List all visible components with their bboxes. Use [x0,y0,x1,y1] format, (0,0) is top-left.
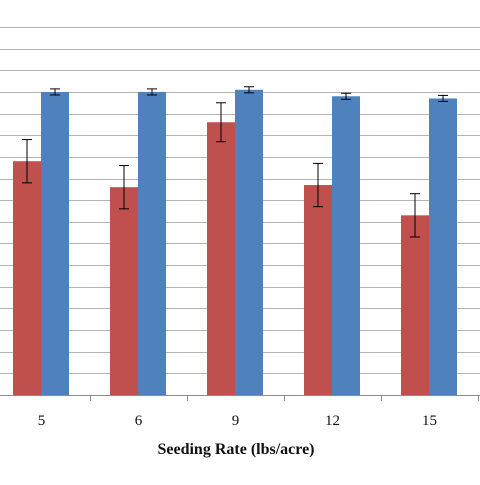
error-bar-series2-6 [147,88,157,96]
error-bar-series2-9 [244,86,254,94]
x-axis-title: Seeding Rate (lbs/acre) [157,441,314,458]
error-bar-series1-9 [216,102,226,143]
x-tick-label-5: 5 [38,413,46,429]
bar-series1-9 [207,122,235,395]
x-tick-label-12: 12 [325,413,340,429]
x-tick-label-9: 9 [232,413,240,429]
bar-series2-15 [429,98,457,395]
x-tick-labels: 5 6 9 12 15 [38,413,437,429]
error-bar-series2-15 [438,94,448,102]
error-bar-series1-5 [22,139,32,184]
error-bars [22,86,448,238]
axes [0,395,480,401]
x-tick-label-6: 6 [135,413,143,429]
error-bar-series1-15 [410,193,420,238]
bar-series2-12 [332,96,360,395]
bar-series1-15 [401,215,429,395]
error-bar-series2-5 [50,88,60,96]
bars [13,89,457,396]
bar-series2-6 [138,91,166,396]
bar-series1-5 [13,161,41,395]
bar-series2-9 [235,89,263,395]
x-tick-label-15: 15 [422,413,437,429]
bar-series1-6 [110,187,138,395]
error-bar-series1-6 [119,165,129,210]
error-bar-series2-12 [341,92,351,100]
bar-series1-12 [304,185,332,395]
bar-series2-5 [41,91,69,396]
error-bar-series1-12 [313,162,323,208]
